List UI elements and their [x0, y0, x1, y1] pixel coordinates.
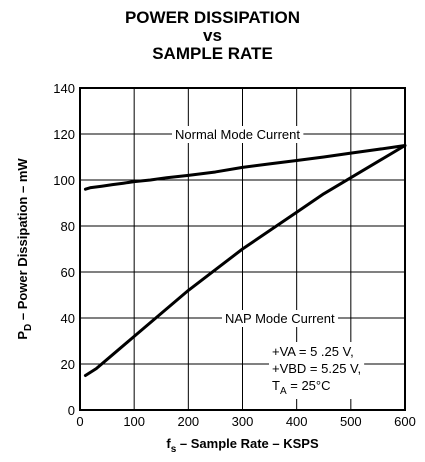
x-tick-label: 400: [286, 414, 308, 429]
x-axis-label-subscript: s: [171, 444, 177, 455]
y-tick-label: 140: [53, 81, 75, 96]
y-tick-label: 60: [61, 265, 75, 280]
chart-title-line-1: POWER DISSIPATION: [124, 8, 301, 27]
chart-title-line-2: vs: [203, 26, 222, 45]
data-series: [83, 144, 407, 377]
conditions-bg: [269, 342, 365, 399]
temperature-value: = 25°C: [287, 378, 331, 393]
x-tick-label: 0: [76, 414, 83, 429]
x-tick-label: 200: [177, 414, 199, 429]
condition-va: +VA = 5 .25 V,: [272, 344, 354, 359]
condition-temperature: TA = 25°C: [272, 378, 331, 397]
y-axis-label-subscript: D: [23, 324, 34, 331]
y-tick-label: 80: [61, 219, 75, 234]
nap-mode-label: NAP Mode Current: [225, 311, 335, 326]
y-tick-label: 20: [61, 357, 75, 372]
x-axis-label: fs – Sample Rate – KSPS: [166, 436, 319, 455]
y-tick-label: 100: [53, 173, 75, 188]
x-axis-label-symbol: f: [166, 436, 171, 451]
x-tick-label: 300: [232, 414, 254, 429]
nap-mode-label-bg: [222, 310, 338, 327]
normal-mode-label: Normal Mode Current: [175, 127, 300, 142]
y-tick-label: 120: [53, 127, 75, 142]
x-tick-label: 600: [394, 414, 416, 429]
y-axis-label-symbol: P: [15, 331, 30, 340]
x-tick-label: 100: [123, 414, 145, 429]
x-axis-label-text: – Sample Rate – KSPS: [176, 436, 319, 451]
y-axis-label-text: – Power Dissipation – mW: [15, 158, 30, 324]
condition-vbd: +VBD = 5.25 V,: [272, 361, 361, 376]
temperature-symbol: T: [272, 378, 280, 393]
normal-mode-curve: [83, 144, 407, 191]
y-axis-label: PD – Power Dissipation – mW: [15, 158, 34, 340]
chart-title-line-3: SAMPLE RATE: [152, 44, 273, 63]
y-tick-label: 0: [68, 403, 75, 418]
y-tick-label: 40: [61, 311, 75, 326]
normal-mode-label-bg: [172, 126, 304, 143]
plot-frame: [79, 87, 406, 411]
temperature-subscript: A: [280, 386, 287, 397]
nap-mode-curve: [83, 144, 407, 377]
axis-ticks: 0 100 200 300 400 500 600 0 20 40 60 80 100 120 140: [53, 81, 416, 429]
x-tick-label: 500: [340, 414, 362, 429]
